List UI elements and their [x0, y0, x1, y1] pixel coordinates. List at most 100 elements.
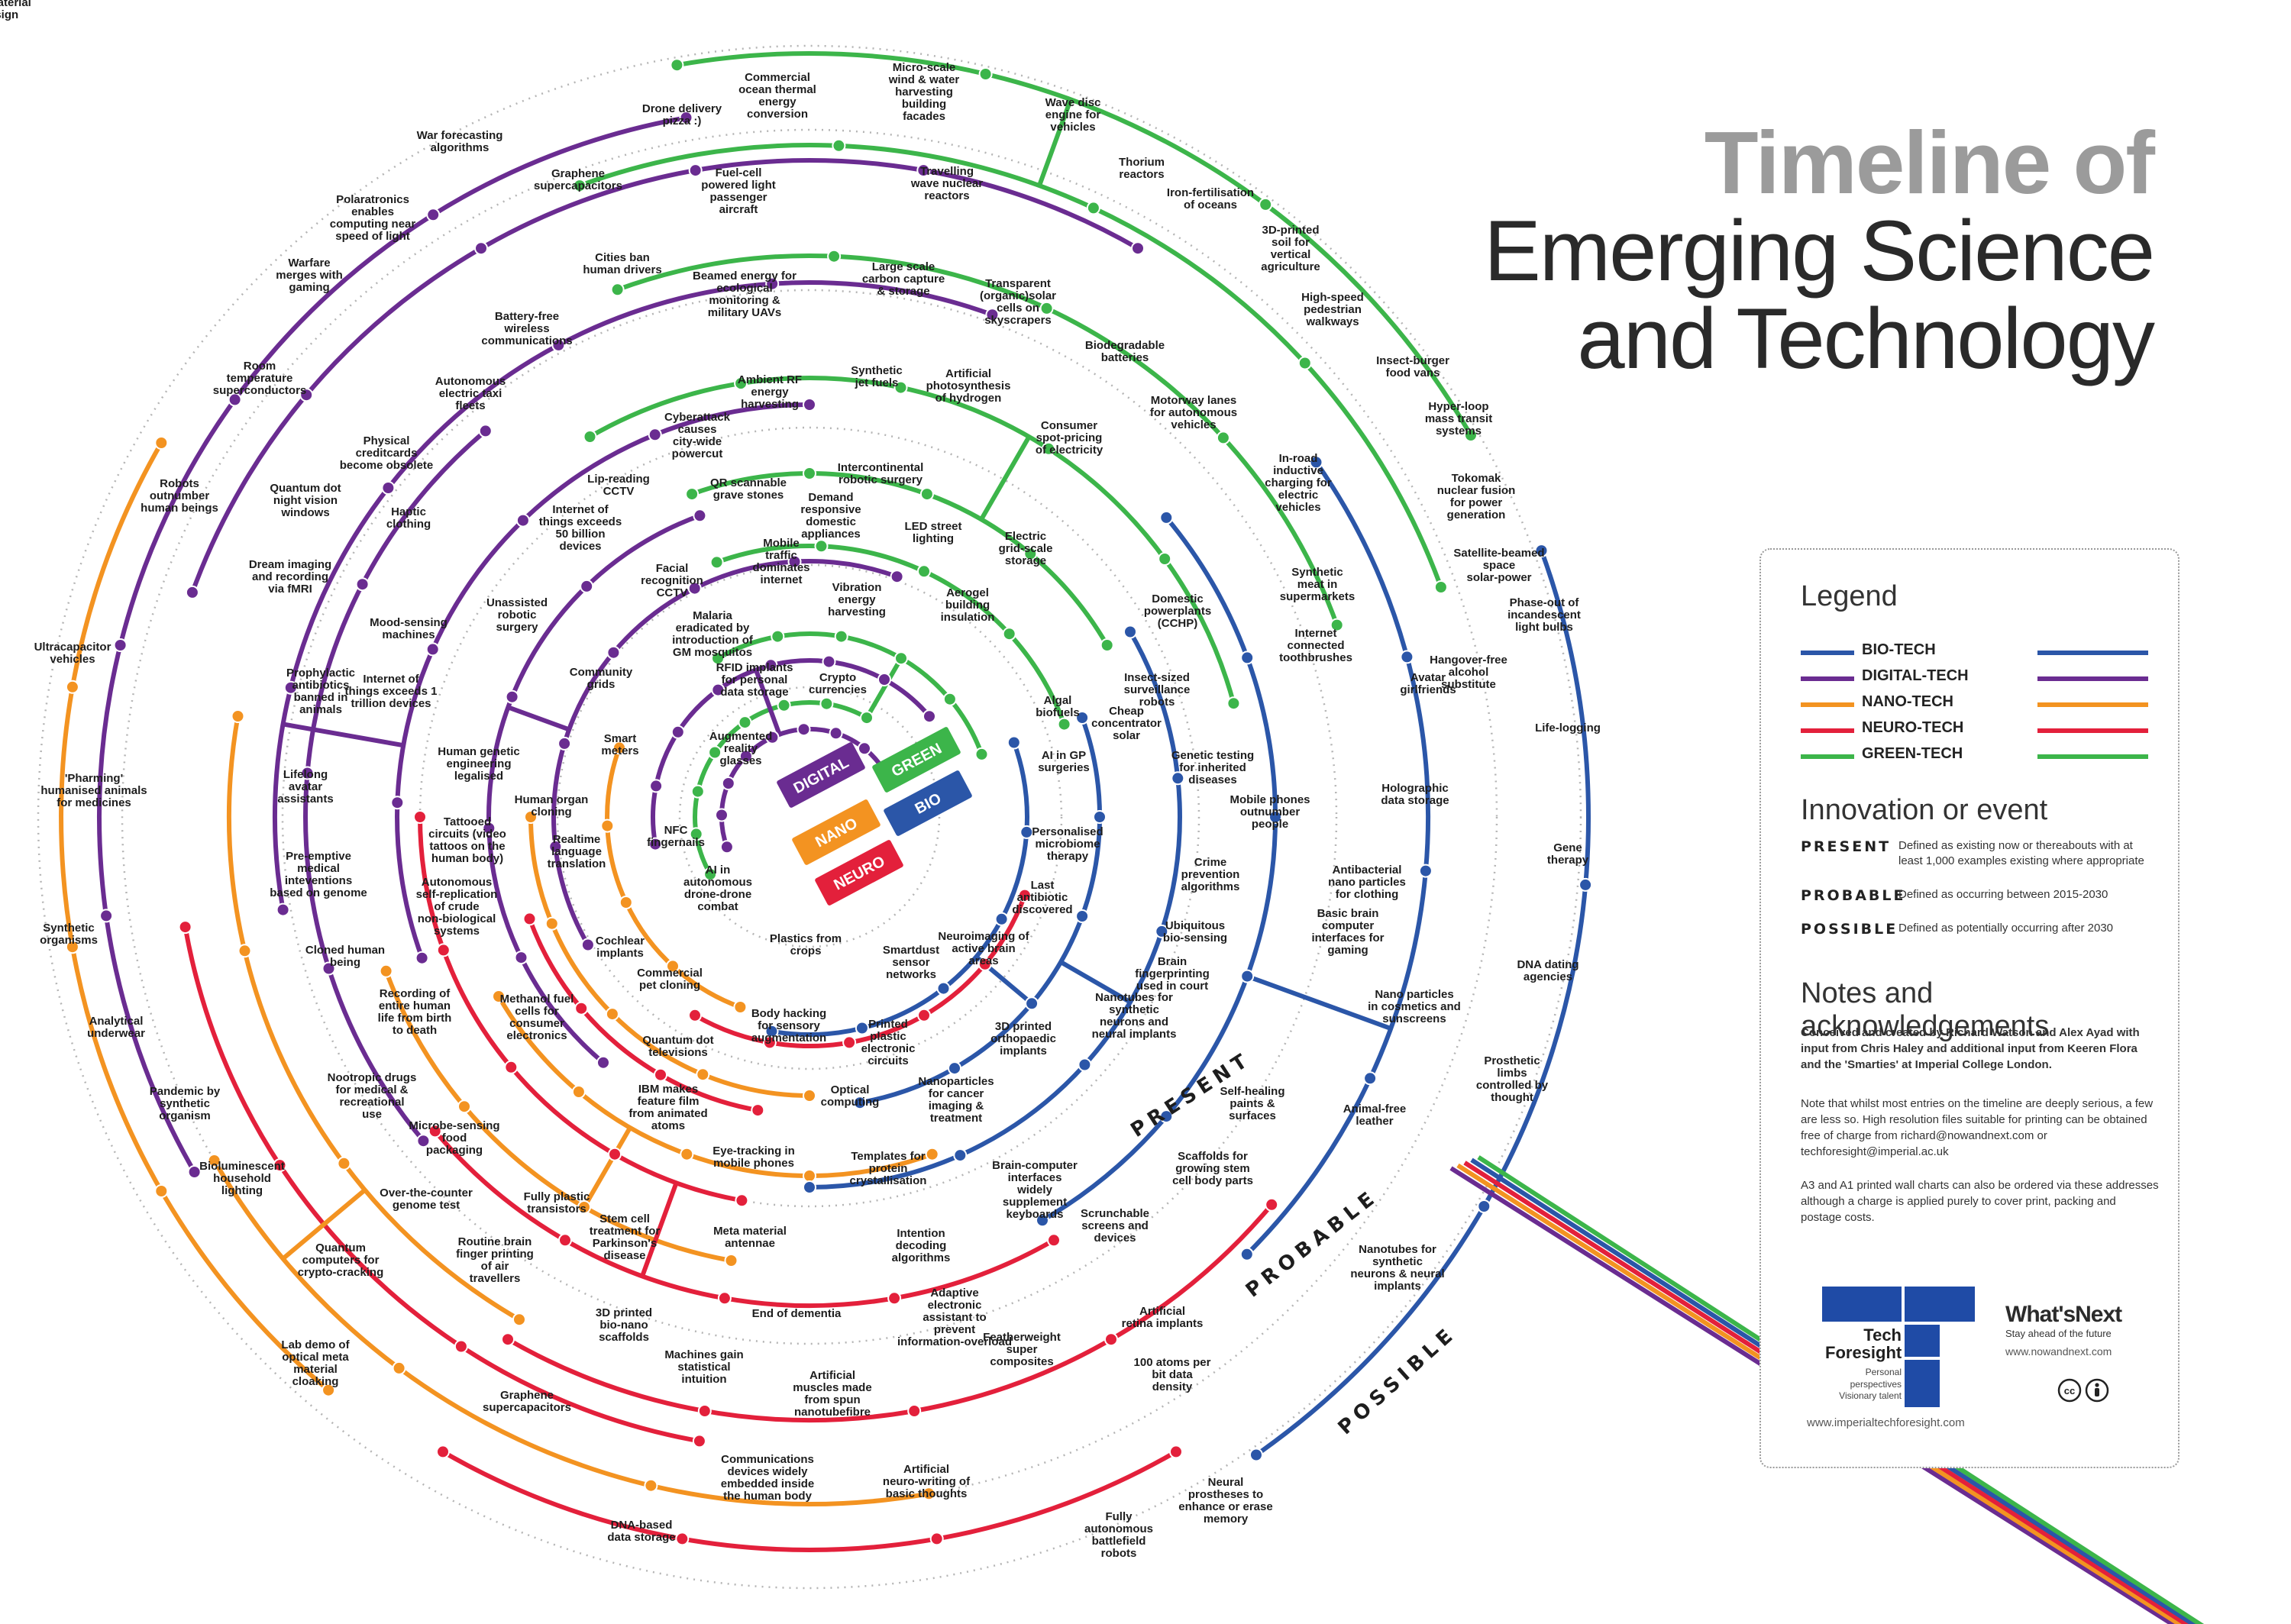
event-label-line: for medicines	[57, 796, 131, 809]
event-label-line: underwear	[87, 1027, 145, 1040]
event-label-line: windows	[280, 506, 329, 519]
station-dot	[1418, 864, 1433, 878]
event-label-line: synthetic	[160, 1097, 210, 1110]
station-dot	[1131, 241, 1145, 256]
event-label: Featherweight super composites	[983, 1331, 1061, 1368]
event-label-line: computer	[1322, 919, 1375, 932]
event-label-line: algorithms	[431, 141, 490, 154]
event-label-line: Quantum	[315, 1241, 366, 1254]
event-label: Artificial muscles made from spun nanotubef…	[793, 1369, 871, 1419]
event-label-line: IBM makes	[638, 1083, 698, 1096]
station-dot	[985, 308, 1000, 322]
event-label-line: optical meta	[282, 1351, 349, 1364]
event-label-line: computing	[821, 1096, 880, 1109]
tf-url[interactable]: www.imperialtechforesight.com	[1807, 1416, 1965, 1429]
legend-swatch	[1801, 702, 1854, 707]
event-label-line: antennae	[725, 1237, 775, 1250]
station-dot	[919, 487, 934, 502]
event-label-line: trillion devices	[351, 697, 431, 710]
event-label-line: human beings	[141, 502, 218, 515]
event-label-line: treatment	[930, 1112, 982, 1125]
event-label-line: Stem cell	[599, 1212, 650, 1225]
event-label-line: Commercial	[637, 967, 703, 980]
event-label: Graphene supercapacitors	[483, 1389, 571, 1414]
event-label-line: legalised	[454, 770, 503, 783]
event-label-line: Lip-reading	[587, 473, 650, 486]
event-label-line: systems	[434, 925, 480, 938]
event-label: Lifelong avatar assistants	[277, 768, 333, 806]
event-label: Human genetic engineering legalised	[438, 745, 520, 783]
event-label: Machines gain statistical intuition	[664, 1348, 743, 1386]
event-labels: Drone delivery pizza :)Commercial ocean th…	[0, 0, 1601, 1560]
event-label-line: space	[1483, 559, 1516, 572]
station-dot	[415, 951, 429, 965]
event-label: High-speed pedestrian walkways	[1301, 291, 1364, 328]
station-dot	[612, 741, 626, 755]
event-label-line: Smartdust	[883, 944, 939, 957]
title-block: Timeline of Emerging Science and Technol…	[1484, 118, 2155, 383]
station-dot	[738, 749, 753, 764]
event-label: AI in autonomous drone-drone combat	[683, 864, 752, 913]
digital-track	[189, 158, 1140, 595]
bio-track	[858, 715, 1103, 1106]
event-label-line: nuclear fusion	[1437, 484, 1516, 497]
station-dot	[942, 692, 957, 706]
event-label-line: Templates for	[851, 1150, 925, 1163]
event-label-line: Over-the-counter	[380, 1187, 473, 1199]
event-label-line: Analytical	[89, 1015, 144, 1028]
event-label: Iron-fertilisation of oceans	[1167, 186, 1254, 211]
event-label-line: glasses	[719, 754, 761, 767]
station-dot	[299, 388, 314, 402]
event-label-line: Neural	[1208, 1476, 1244, 1489]
event-label: Phase-out of incandescent light bulbs	[1507, 596, 1581, 634]
event-label: Augmented reality glasses	[709, 730, 773, 767]
digital-track	[97, 115, 689, 1174]
station-dot	[819, 696, 834, 711]
station-dot	[283, 680, 298, 695]
hub-tag-bg	[815, 840, 903, 906]
station-dot	[605, 1007, 619, 1022]
event-label-line: leather	[1356, 1115, 1393, 1128]
time-ring	[281, 289, 1338, 1345]
event-label-line: keyboards	[1006, 1208, 1063, 1221]
event-label: Lip-reading CCTV	[587, 473, 650, 498]
event-label: Routine brain finger printing of air travel…	[456, 1235, 534, 1285]
station-dot	[953, 1148, 968, 1163]
event-label-line: Autonomous	[422, 876, 492, 889]
event-label: Internet of things exceeds 50 billion devic…	[539, 503, 622, 553]
event-label: Lab demo of optical meta material cloaking	[281, 1338, 350, 1388]
event-label-line: Polaratronics	[336, 193, 409, 206]
station-dot	[1017, 888, 1032, 902]
event-label-line: of air	[481, 1260, 509, 1273]
event-label: Last antibiotic discovered	[1012, 879, 1072, 916]
event-label-line: retina implants	[1122, 1317, 1204, 1330]
neuro-track	[527, 916, 761, 1113]
event-label-line: vehicles	[1171, 418, 1216, 431]
event-label-line: of hydrogen	[935, 392, 1002, 405]
station-dot	[619, 896, 633, 909]
event-label-line: pet cloning	[639, 979, 700, 992]
tf-logo-block	[1905, 1360, 1940, 1407]
event-label-line: Battery-free	[495, 310, 559, 323]
event-label-line: circuits	[868, 1054, 908, 1067]
event-label-line: Algal	[1044, 694, 1072, 707]
event-label: Intercontinental robotic surgery	[838, 461, 924, 486]
event-label: Analytical underwear	[87, 1015, 145, 1040]
event-label-line: avatar	[289, 780, 322, 793]
digital-connector	[283, 722, 404, 748]
wn-url[interactable]: www.nowandnext.com	[2005, 1345, 2112, 1358]
legend-title: Legend	[1801, 580, 1898, 612]
station-dot	[228, 392, 242, 407]
event-label-line: being	[330, 956, 360, 969]
event-label: IBM makes feature film from animated atoms	[628, 1083, 707, 1132]
event-label-line: generation	[1447, 509, 1506, 521]
event-label-line: computing near	[330, 218, 416, 231]
event-label-line: things exceeds 1	[345, 685, 438, 698]
legend-panel: Legend BIO-TECH DIGITAL-TECH NANO-TECH NEUR…	[1759, 548, 2180, 1468]
event-label-line: Animal-free	[1343, 1103, 1407, 1115]
event-label: Antibacterial nano particles for clothing	[1328, 864, 1406, 901]
event-label: Methanol fuel cells for consumer electronic…	[500, 993, 574, 1042]
station-dot	[735, 1193, 749, 1208]
station-dot	[337, 1156, 351, 1170]
event-label: Stem cell treatment for Parkinson's disease	[590, 1212, 661, 1262]
